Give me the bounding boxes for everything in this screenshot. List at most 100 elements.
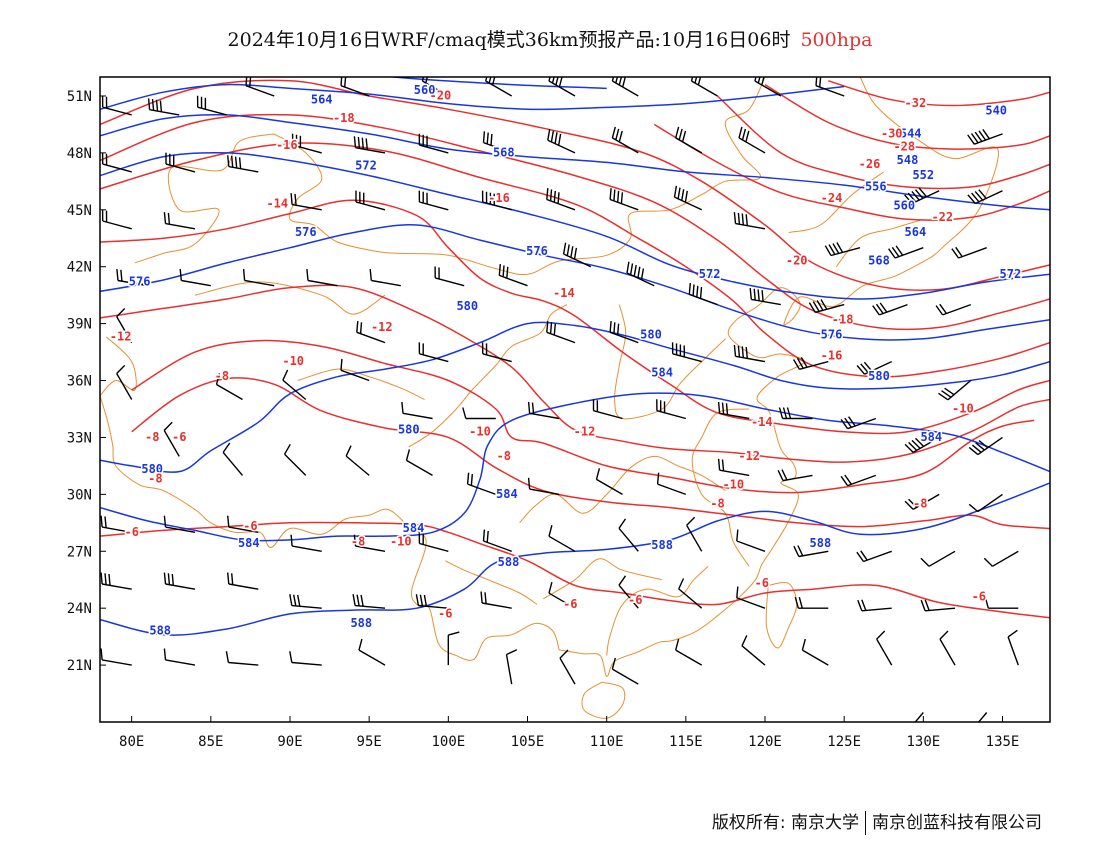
height-contour-label: 580 (868, 369, 890, 383)
plot-frame (99, 76, 1051, 723)
wind-barb (100, 572, 132, 590)
wind-barb (688, 282, 718, 306)
wind-barb (736, 586, 766, 609)
wind-barb (824, 242, 861, 257)
wind-barb (434, 266, 465, 287)
temperature-contour-label: -32 (905, 96, 927, 110)
wind-barb (671, 342, 702, 363)
wind-barb (626, 261, 655, 287)
wind-barb (482, 529, 512, 552)
boundary-line (408, 304, 568, 448)
height-contour-label: 572 (355, 159, 377, 173)
wind-barb (673, 185, 702, 211)
temperature-contour-label: -24 (821, 191, 843, 205)
contour-label-layer: 560 564 568 572 576 576 576 580 580 580 580 572 576 5… (108, 81, 1022, 639)
wind-barb (938, 379, 972, 401)
wind-barb (227, 515, 259, 533)
temperature-contour-label: -26 (859, 157, 881, 171)
wind-barb (733, 212, 766, 230)
temperature-contour-label: -14 (553, 286, 575, 300)
temperature-contour-label: -6 (172, 430, 186, 444)
temperature-contour-label: -16 (488, 191, 510, 205)
temperature-contour (764, 83, 1050, 150)
boundary-line (100, 336, 137, 397)
y-tick-label: 30N (67, 487, 92, 503)
x-tick-label: 130E (906, 734, 940, 750)
temperature-contour-label: -10 (469, 424, 491, 438)
wind-barb (369, 269, 401, 287)
wind-barb (481, 342, 512, 363)
temperature-contour (716, 95, 1050, 190)
chart-title-main: 2024年10月16日WRF/cmaq模式36km预报产品:10月16日06时 (227, 29, 791, 51)
temperature-contour-label: -16 (821, 348, 843, 362)
copyright-divider (865, 811, 866, 835)
temperature-contour-label: -8 (148, 472, 162, 486)
wind-barb (856, 550, 892, 563)
wind-barb-layer (100, 77, 1019, 722)
wind-barb (116, 308, 133, 343)
height-contour-label: 552 (912, 168, 934, 182)
temperature-contour-label: -12 (371, 320, 393, 334)
temperature-contour-label: -6 (124, 525, 138, 539)
height-contour-label: 588 (350, 616, 372, 630)
wind-barb (548, 582, 576, 609)
wind-barb (794, 597, 829, 609)
height-contour-label: 556 (865, 180, 887, 194)
height-contour (100, 392, 1050, 542)
temperature-contour (100, 113, 1050, 331)
temperature-contour (828, 80, 1050, 107)
height-contour-label: 540 (985, 104, 1007, 118)
wind-barb (675, 126, 703, 154)
wind-barb (856, 360, 892, 375)
wind-barb (225, 651, 259, 666)
height-contour (100, 151, 1050, 300)
wind-barb (738, 126, 766, 154)
y-tick-label: 21N (67, 658, 92, 674)
wind-barb (618, 575, 639, 609)
wind-barb (559, 649, 576, 685)
x-tick-label: 100E (431, 734, 465, 750)
wind-barb (857, 599, 892, 612)
x-tick-label: 95E (357, 734, 382, 750)
height-contour-layer (100, 77, 1050, 636)
wind-barb (401, 401, 433, 420)
height-contour-label: 568 (868, 254, 890, 268)
boundary-line (134, 133, 275, 264)
temperature-contour-label: -30 (881, 126, 903, 140)
y-tick-label: 39N (67, 317, 92, 333)
wind-barb (353, 136, 386, 154)
wind-barb (215, 373, 243, 401)
boundary-line (765, 581, 798, 649)
x-tick-label: 125E (827, 734, 861, 750)
wind-barb (222, 442, 244, 476)
wind-barb (227, 572, 259, 590)
height-contour-label: 576 (526, 244, 548, 258)
wind-barb (505, 649, 518, 685)
temperature-contour-label: -10 (390, 534, 412, 548)
wind-barb (609, 320, 639, 344)
copyright-company: 南京创蓝科技有限公司 (872, 813, 1042, 833)
wind-barb (415, 594, 449, 609)
wind-barb (340, 358, 370, 382)
wind-barb (100, 515, 132, 533)
temperature-contour-label: -10 (282, 354, 304, 368)
wind-barb (920, 599, 956, 612)
x-tick-label: 85E (198, 734, 223, 750)
wind-barb (163, 648, 196, 666)
wind-barb (481, 190, 512, 211)
temperature-contour-label: -8 (351, 534, 365, 548)
wind-barb (793, 545, 829, 558)
y-tick-label: 48N (67, 146, 92, 162)
temperature-contour (100, 284, 1050, 463)
x-tick-label: 135E (986, 734, 1020, 750)
wind-barb (801, 638, 829, 666)
temperature-contour-label: -20 (430, 89, 452, 103)
wind-barb (418, 190, 449, 211)
wind-barb (840, 416, 877, 430)
wind-barb (466, 472, 497, 496)
boundary-line (606, 566, 709, 656)
boundary-line (519, 455, 726, 524)
y-tick-label: 33N (67, 430, 92, 446)
wind-barb (808, 299, 845, 314)
wind-barb (686, 516, 703, 552)
